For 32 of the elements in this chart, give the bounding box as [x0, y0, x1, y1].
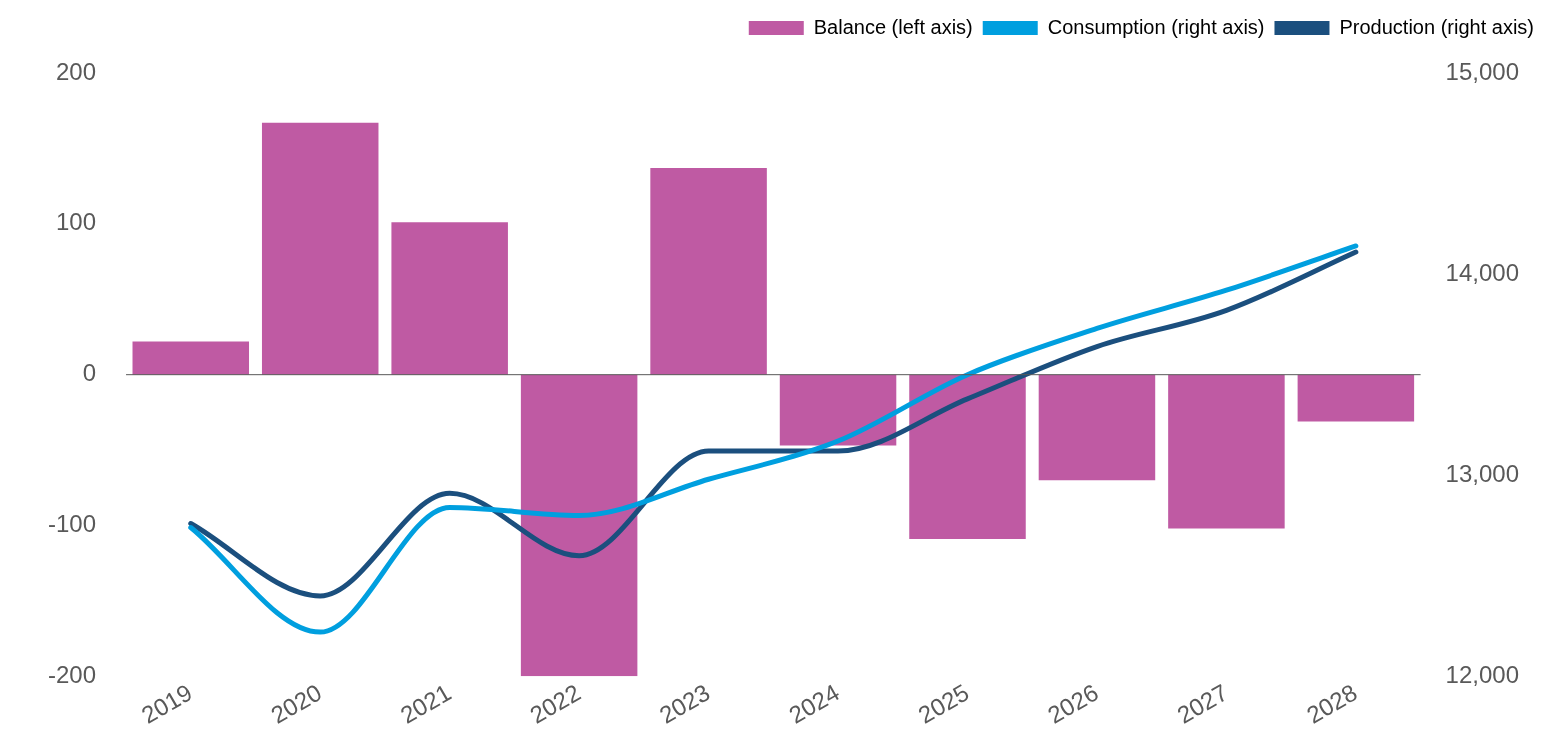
bar	[391, 222, 508, 375]
bar	[1038, 374, 1156, 481]
bar	[909, 374, 1026, 540]
bar	[1168, 374, 1285, 529]
y2-tick-label: 14,000	[1445, 258, 1519, 286]
x-tick-label: 2025	[913, 678, 974, 729]
bar	[779, 374, 897, 446]
legend-label: Consumption (right axis)	[1047, 15, 1265, 38]
y-tick-label: 100	[55, 208, 97, 236]
x-tick-label: 2024	[784, 678, 844, 729]
x-tick-label: 2021	[395, 678, 456, 729]
y2-tick-label: 15,000	[1445, 57, 1519, 85]
x-tick-label: 2020	[266, 678, 327, 729]
x-tick-label: 2022	[525, 678, 585, 729]
bar	[1297, 374, 1415, 422]
bar	[132, 341, 250, 375]
bar	[261, 122, 379, 375]
y2-tick-label: 12,000	[1445, 660, 1519, 688]
x-tick-label: 2023	[654, 678, 715, 729]
x-tick-label: 2027	[1172, 678, 1233, 729]
legend-label: Balance (left axis)	[813, 15, 973, 38]
y-tick-label: 0	[82, 359, 97, 387]
y-tick-label: -200	[47, 660, 97, 688]
bar	[520, 374, 638, 677]
x-tick-label: 2028	[1301, 678, 1362, 729]
y-tick-label: -100	[47, 510, 97, 538]
x-tick-label: 2026	[1043, 678, 1103, 729]
y2-tick-label: 13,000	[1445, 459, 1519, 487]
y-tick-label: 200	[55, 57, 97, 85]
legend-label: Production (right axis)	[1339, 15, 1535, 38]
bar	[650, 168, 767, 375]
x-tick-label: 2019	[136, 678, 197, 729]
